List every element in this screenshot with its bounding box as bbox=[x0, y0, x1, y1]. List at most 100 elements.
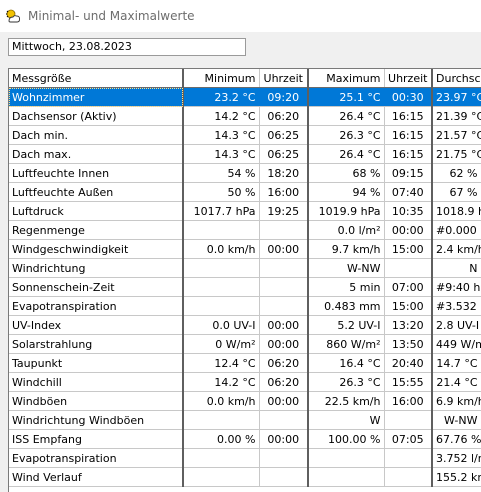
cell-min-uhrzeit bbox=[259, 277, 309, 297]
cell-messgroesse: Windrichtung Windböen bbox=[9, 410, 184, 430]
cell-messgroesse: Evapotranspiration bbox=[9, 448, 184, 468]
cell-maximum: 5.2 UV-I bbox=[308, 315, 385, 335]
table-row[interactable]: UV-Index 0.0 UV-I 00:00 5.2 UV-I 13:20 2.8 UV… bbox=[9, 315, 481, 335]
table-row[interactable]: Luftfeuchte Innen 54 % 18:20 68 % 09:15 62 % bbox=[9, 163, 481, 183]
cell-messgroesse: Wind Verlauf bbox=[9, 467, 184, 487]
cell-maximum: 25.1 °C bbox=[308, 87, 385, 107]
table-row[interactable]: Luftdruck 1017.7 hPa 19:25 1019.9 hPa 10:35 1… bbox=[9, 201, 481, 221]
cell-max-uhrzeit: 00:00 bbox=[384, 220, 433, 240]
table-row[interactable]: Windgeschwindigkeit 0.0 km/h 00:00 9.7 km/h… bbox=[9, 239, 481, 259]
window-title: Minimal- und Maximalwerte bbox=[28, 9, 195, 23]
cell-durchschnitt: #9:40 h bbox=[432, 277, 481, 297]
cell-durchschnitt: 6.9 km/h bbox=[432, 391, 481, 411]
cell-max-uhrzeit: 07:00 bbox=[384, 277, 433, 297]
cell-maximum: 0.0 l/m² bbox=[308, 220, 385, 240]
column-header-min-uhrzeit[interactable]: Uhrzeit bbox=[259, 69, 309, 88]
cell-max-uhrzeit bbox=[384, 410, 433, 430]
cell-messgroesse: Windrichtung bbox=[9, 258, 184, 278]
cell-max-uhrzeit: 15:00 bbox=[384, 296, 433, 316]
table-row[interactable]: Windrichtung W-NW N bbox=[9, 258, 481, 278]
cell-messgroesse: Windchill bbox=[9, 372, 184, 392]
cell-messgroesse: ISS Empfang bbox=[9, 429, 184, 449]
cell-min-uhrzeit bbox=[259, 467, 309, 487]
cell-max-uhrzeit: 16:15 bbox=[384, 125, 433, 145]
cell-max-uhrzeit: 16:15 bbox=[384, 106, 433, 126]
table-row[interactable]: Windchill 14.2 °C 06:20 26.3 °C 15:55 21.4 °C bbox=[9, 372, 481, 392]
cell-durchschnitt: 67.76 % bbox=[432, 429, 481, 449]
cell-max-uhrzeit: 16:15 bbox=[384, 144, 433, 164]
column-header-durchschnitt[interactable]: Durchschnitt bbox=[432, 69, 481, 88]
table-row[interactable]: Dachsensor (Aktiv) 14.2 °C 06:20 26.4 °C 16:… bbox=[9, 106, 481, 126]
cell-minimum: 1017.7 hPa bbox=[183, 201, 260, 221]
cell-durchschnitt: 21.39 °C bbox=[432, 106, 481, 126]
cell-min-uhrzeit: 00:00 bbox=[259, 391, 309, 411]
table-row[interactable]: Windböen 0.0 km/h 00:00 22.5 km/h 16:00 6.9 k… bbox=[9, 391, 481, 411]
cell-maximum bbox=[308, 448, 385, 468]
table-row[interactable]: Solarstrahlung 0 W/m² 00:00 860 W/m² 13:50 44… bbox=[9, 334, 481, 354]
cell-minimum: 0.0 UV-I bbox=[183, 315, 260, 335]
column-header-minimum[interactable]: Minimum bbox=[183, 69, 260, 88]
cell-minimum bbox=[183, 220, 260, 240]
cell-durchschnitt: W-NW bbox=[432, 410, 481, 430]
cell-durchschnitt: 21.75 °C bbox=[432, 144, 481, 164]
cell-max-uhrzeit: 13:20 bbox=[384, 315, 433, 335]
cell-messgroesse: Luftdruck bbox=[9, 201, 184, 221]
cell-durchschnitt: N bbox=[432, 258, 481, 278]
table-row[interactable]: Wind Verlauf 155.2 km bbox=[9, 467, 481, 487]
column-header-maximum[interactable]: Maximum bbox=[308, 69, 385, 88]
table-row[interactable]: Dach min. 14.3 °C 06:25 26.3 °C 16:15 21.57 °… bbox=[9, 125, 481, 145]
column-header-messgroesse[interactable]: Messgröße bbox=[9, 69, 184, 88]
column-header-max-uhrzeit[interactable]: Uhrzeit bbox=[384, 69, 433, 88]
table-row[interactable]: Evapotranspiration 3.752 l/m² bbox=[9, 448, 481, 468]
cell-maximum: 9.7 km/h bbox=[308, 239, 385, 259]
cell-durchschnitt: 67 % bbox=[432, 182, 481, 202]
cell-maximum: 26.4 °C bbox=[308, 106, 385, 126]
cell-messgroesse: Evapotranspiration bbox=[9, 296, 184, 316]
weather-app-icon bbox=[6, 9, 21, 23]
cell-minimum bbox=[183, 467, 260, 487]
cell-maximum: 5 min bbox=[308, 277, 385, 297]
cell-minimum: 54 % bbox=[183, 163, 260, 183]
cell-durchschnitt: 155.2 km bbox=[432, 467, 481, 487]
cell-min-uhrzeit: 16:00 bbox=[259, 182, 309, 202]
cell-messgroesse: Regenmenge bbox=[9, 220, 184, 240]
table-row[interactable]: Taupunkt 12.4 °C 06:20 16.4 °C 20:40 14.7 °C bbox=[9, 353, 481, 373]
table-row[interactable]: Wohnzimmer 23.2 °C 09:20 25.1 °C 00:30 23.97 … bbox=[9, 87, 481, 107]
cell-messgroesse: UV-Index bbox=[9, 315, 184, 335]
cell-maximum: 26.3 °C bbox=[308, 372, 385, 392]
date-field[interactable]: Mittwoch, 23.08.2023 bbox=[8, 38, 246, 56]
cell-minimum bbox=[183, 448, 260, 468]
cell-maximum: 1019.9 hPa bbox=[308, 201, 385, 221]
cell-minimum bbox=[183, 296, 260, 316]
cell-messgroesse: Dach min. bbox=[9, 125, 184, 145]
table-row[interactable]: Luftfeuchte Außen 50 % 16:00 94 % 07:40 67 % bbox=[9, 182, 481, 202]
cell-minimum bbox=[183, 277, 260, 297]
cell-messgroesse: Dach max. bbox=[9, 144, 184, 164]
table-row[interactable]: Sonnenschein-Zeit 5 min 07:00 #9:40 h bbox=[9, 277, 481, 297]
cell-minimum bbox=[183, 258, 260, 278]
cell-max-uhrzeit: 07:05 bbox=[384, 429, 433, 449]
table-row[interactable]: Dach max. 14.3 °C 06:25 26.4 °C 16:15 21.75 °… bbox=[9, 144, 481, 164]
cell-min-uhrzeit: 06:20 bbox=[259, 353, 309, 373]
cell-min-uhrzeit: 18:20 bbox=[259, 163, 309, 183]
cell-durchschnitt: #0.000 l/m² bbox=[432, 220, 481, 240]
cell-messgroesse: Solarstrahlung bbox=[9, 334, 184, 354]
cell-max-uhrzeit: 13:50 bbox=[384, 334, 433, 354]
cell-minimum: 23.2 °C bbox=[183, 87, 260, 107]
table-row[interactable]: ISS Empfang 0.00 % 00:00 100.00 % 07:05 67.76… bbox=[9, 429, 481, 449]
cell-messgroesse: Luftfeuchte Innen bbox=[9, 163, 184, 183]
cell-maximum: 26.4 °C bbox=[308, 144, 385, 164]
cell-durchschnitt: 449 W/m² bbox=[432, 334, 481, 354]
cell-min-uhrzeit: 00:00 bbox=[259, 239, 309, 259]
cell-min-uhrzeit: 00:00 bbox=[259, 429, 309, 449]
cell-min-uhrzeit: 06:25 bbox=[259, 144, 309, 164]
cell-durchschnitt: 21.4 °C bbox=[432, 372, 481, 392]
cell-min-uhrzeit: 19:25 bbox=[259, 201, 309, 221]
cell-maximum: W-NW bbox=[308, 258, 385, 278]
min-max-table[interactable]: Messgröße Minimum Uhrzeit Maximum Uhrzei… bbox=[8, 68, 481, 492]
table-row[interactable]: Windrichtung Windböen W W-NW bbox=[9, 410, 481, 430]
cell-durchschnitt: 2.4 km/h bbox=[432, 239, 481, 259]
cell-maximum: 26.3 °C bbox=[308, 125, 385, 145]
